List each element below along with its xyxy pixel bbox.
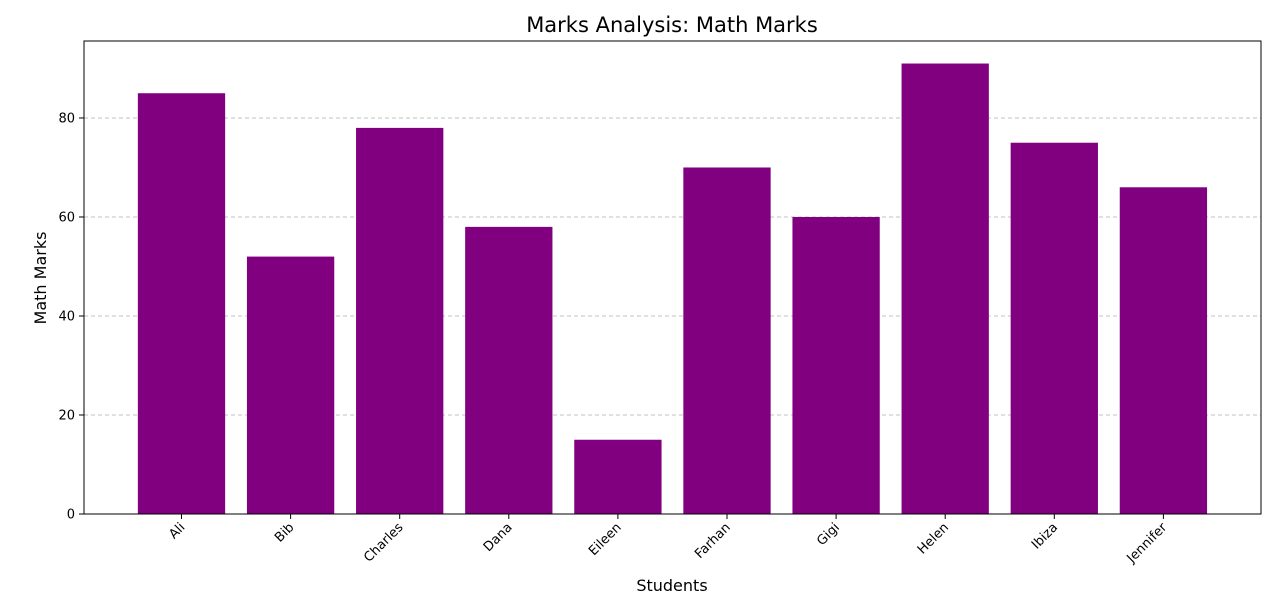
- x-axis-label: Students: [636, 576, 707, 595]
- chart-title: Marks Analysis: Math Marks: [526, 13, 818, 37]
- bars: [137, 63, 1208, 515]
- y-tick-label: 40: [58, 309, 75, 324]
- x-tick-label: Charles: [361, 520, 406, 565]
- plot-area-frame: [83, 40, 1262, 515]
- y-tick-label: 0: [67, 508, 75, 523]
- bar: [1010, 142, 1098, 515]
- x-tick-label: Dana: [481, 520, 516, 555]
- x-tick-label: Eileen: [586, 520, 625, 559]
- bar: [792, 216, 880, 514]
- x-axis: Ali Bib Charles Dana Eileen Farhan Gigi Helen Ib…: [166, 514, 1171, 567]
- x-tick-label: Gigi: [814, 520, 843, 549]
- y-tick-label: 60: [58, 210, 75, 225]
- bar: [683, 167, 771, 514]
- x-tick-label: Helen: [915, 520, 952, 557]
- bar: [246, 256, 335, 514]
- x-tick-label: Ibiza: [1029, 520, 1061, 552]
- y-tick-label: 80: [58, 111, 75, 126]
- bar: [356, 127, 444, 514]
- y-axis-label: Math Marks: [31, 232, 50, 325]
- x-tick-label: Farhan: [692, 520, 734, 562]
- x-tick-label: Jennifer: [1124, 520, 1171, 567]
- y-tick-label: 20: [58, 408, 75, 423]
- x-tick-label: Bib: [272, 520, 297, 545]
- y-axis: 0 20 40 60 80: [58, 111, 84, 523]
- x-tick-label: Ali: [166, 520, 188, 542]
- bar: [901, 63, 989, 515]
- bar: [1119, 187, 1208, 514]
- bar: [465, 226, 553, 514]
- bar: [574, 439, 662, 514]
- bar: [137, 93, 226, 515]
